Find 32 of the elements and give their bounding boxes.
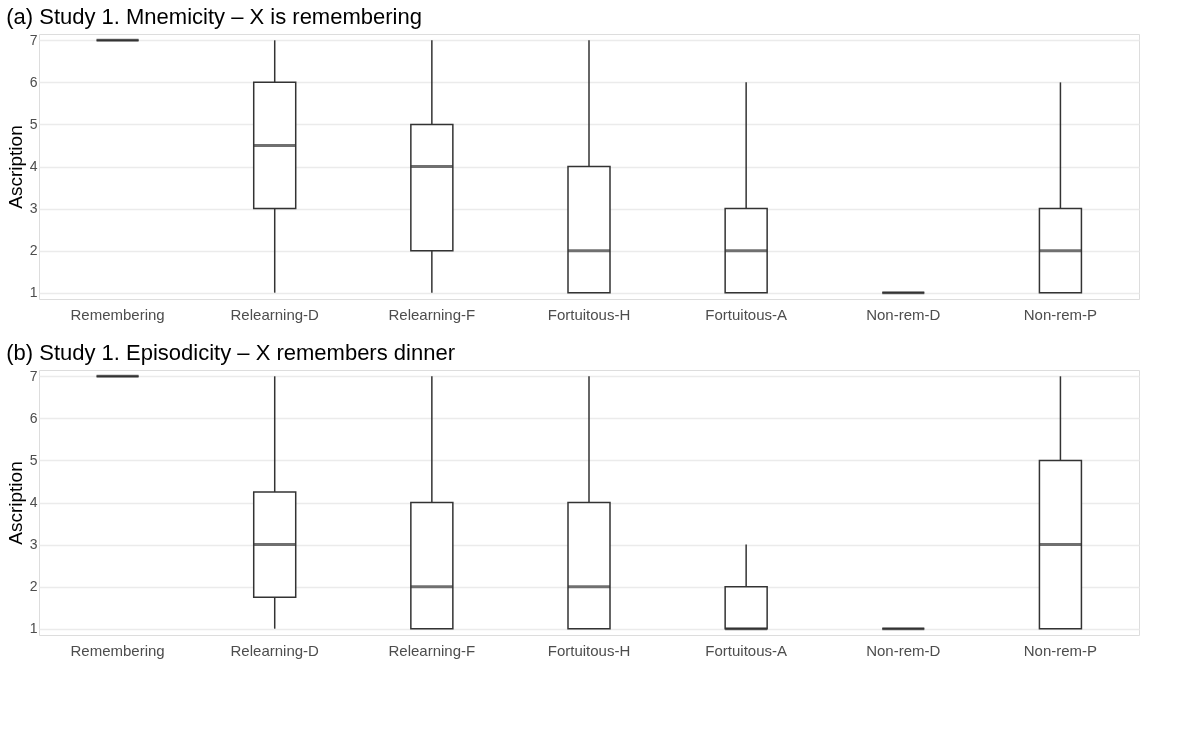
y-tick-label: 5: [29, 451, 38, 468]
x-tick-label: Non-rem-P: [1023, 641, 1098, 659]
y-tick-label: 3: [29, 536, 38, 553]
x-tick-label: Relearning-D: [230, 641, 320, 659]
x-tick-label: Fortuitous-H: [547, 641, 631, 659]
y-tick-label: 7: [29, 31, 38, 48]
x-tick-label: Remembering: [70, 641, 165, 659]
x-tick-label: Fortuitous-H: [547, 305, 631, 323]
x-tick-label: Non-rem-P: [1023, 305, 1098, 323]
y-tick-label: 7: [29, 367, 38, 384]
y-tick-label: 1: [29, 284, 38, 301]
y-tick-label: 5: [29, 115, 38, 132]
y-tick-label: 3: [29, 200, 38, 217]
y-tick-label: 6: [29, 409, 38, 426]
x-tick-label: Non-rem-D: [866, 305, 941, 323]
y-axis-title: Ascription: [4, 461, 26, 545]
x-tick-label: Relearning-F: [388, 305, 476, 323]
x-tick-label: Relearning-F: [388, 641, 476, 659]
x-tick-label: Relearning-D: [230, 305, 320, 323]
chart-title: (a) Study 1. Mnemicity – X is remembering: [6, 4, 422, 30]
y-tick-label: 2: [29, 578, 38, 595]
y-tick-label: 2: [29, 242, 38, 259]
y-tick-label: 4: [29, 494, 38, 510]
x-tick-label: Remembering: [70, 305, 165, 323]
y-tick-label: 6: [29, 73, 38, 90]
chart-title: (b) Study 1. Episodicity – X remembers dinner: [6, 340, 455, 366]
x-tick-label: Fortuitous-A: [705, 305, 787, 323]
y-axis-title: Ascription: [4, 125, 26, 209]
y-tick-label: 1: [29, 620, 38, 637]
x-tick-label: Non-rem-D: [866, 641, 941, 659]
x-tick-label: Fortuitous-A: [705, 641, 787, 659]
y-tick-label: 4: [29, 158, 38, 174]
